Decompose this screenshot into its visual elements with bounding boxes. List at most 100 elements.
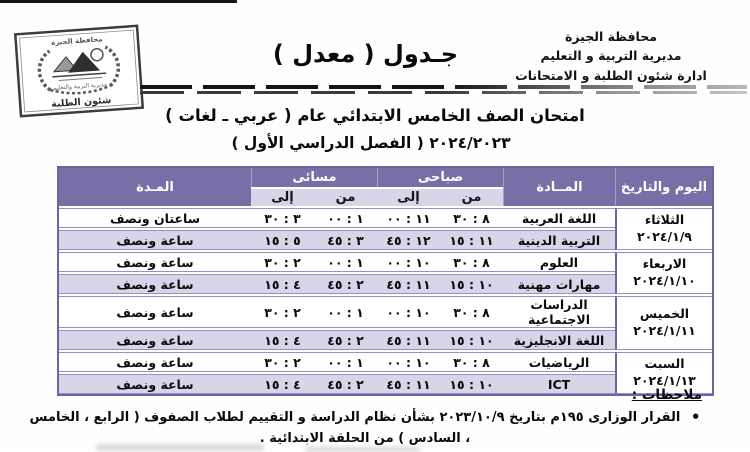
morning-to-cell: ١٠ : ٠٠ bbox=[377, 296, 440, 328]
evening-from-cell: ٢ : ٤٥ bbox=[314, 330, 377, 350]
table-row: التربية الدينية ١١ : ١٥ ١٢ : ٤٥ ٣ : ٤٥ ٥ : ١… bbox=[59, 230, 712, 250]
duration-cell: ساعتان ونصف bbox=[59, 208, 251, 228]
day-date: ٢٠٢٤/١/١١ bbox=[633, 323, 696, 338]
morning-from-cell: ١٠ : ١٥ bbox=[440, 330, 503, 350]
cutoff-content-smudge bbox=[96, 444, 264, 451]
duration-cell: ساعة ونصف bbox=[59, 252, 251, 272]
note-text-pre: القرار الوزارى ١٩٥م بتاريخ bbox=[509, 410, 681, 425]
org-line-directorate: مديرية التربية و التعليم bbox=[540, 48, 682, 64]
evening-from-cell: ١ : ٠٠ bbox=[314, 352, 377, 372]
evening-from-cell: ١ : ٠٠ bbox=[314, 208, 377, 228]
day-name: السبت bbox=[644, 356, 685, 372]
stamp-middle-text: مديرية التربية والتعليم bbox=[53, 81, 108, 92]
evening-from-cell: ١ : ٠٠ bbox=[314, 252, 377, 272]
subject-cell: ICT bbox=[503, 374, 615, 394]
table-row: الثلاثاء ٢٠٢٤/١/٩ اللغة العربية ٨ : ٣٠ ١١ : … bbox=[59, 208, 712, 250]
scan-artifact-bar bbox=[0, 0, 237, 3]
day-cell: السبت ٢٠٢٤/١/١٣ bbox=[615, 352, 712, 394]
table-row: ICT ١٠ : ١٥ ١١ : ٤٥ ٢ : ٤٥ ٤ : ١٥ ساعة ونصف bbox=[59, 374, 712, 394]
subject-cell: الدراسات الاجتماعية bbox=[503, 296, 615, 328]
morning-from-cell: ٨ : ٣٠ bbox=[440, 296, 503, 328]
morning-from-cell: ١١ : ١٥ bbox=[440, 230, 503, 250]
col-header-subject: المــادة bbox=[503, 168, 615, 206]
morning-from-cell: ٨ : ٣٠ bbox=[440, 252, 503, 272]
subcol-evening-to: إلى bbox=[250, 189, 314, 206]
evening-to-cell: ٥ : ١٥ bbox=[250, 230, 314, 250]
evening-from-cell: ٢ : ٤٥ bbox=[314, 374, 377, 394]
duration-cell: ساعة ونصف bbox=[59, 230, 251, 250]
morning-to-cell: ١١ : ٤٥ bbox=[377, 374, 440, 394]
morning-from-cell: ١٠ : ١٥ bbox=[440, 274, 503, 294]
evening-from-cell: ١ : ٠٠ bbox=[314, 296, 377, 328]
evening-to-cell: ٣ : ٣٠ bbox=[250, 208, 314, 228]
org-line-governorate: محافظة الجيزة bbox=[565, 29, 657, 44]
exam-title: امتحان الصف الخامس الابتدائي عام ( عربي … bbox=[165, 106, 585, 125]
table-row: الاربعاء ٢٠٢٤/١/١٠ العلوم ٨ : ٣٠ ١٠ : ٠٠ ١ : … bbox=[59, 252, 712, 294]
day-cell: الثلاثاء ٢٠٢٤/١/٩ bbox=[615, 208, 712, 250]
evening-to-cell: ٢ : ٣٠ bbox=[250, 296, 314, 328]
stamp-bottom-text: شئون الطلبة bbox=[51, 95, 112, 110]
note-text-post: بشأن نظام الدراسة و التقييم لطلاب الصفوف… bbox=[29, 410, 471, 447]
subject-cell: التربية الدينية bbox=[503, 230, 615, 250]
duration-cell: ساعة ونصف bbox=[59, 296, 251, 328]
semester-subtitle: ٢٠٢٤/٢٠٢٣ ( الفصل الدراسي الأول ) bbox=[0, 134, 750, 152]
col-header-morning: صباحى bbox=[377, 168, 503, 187]
morning-to-cell: ١٠ : ٠٠ bbox=[377, 352, 440, 372]
stamp-emblem-icon: محافظة الجيزة مديرية التربية والتعليم شئ… bbox=[13, 24, 145, 118]
day-name: الخميس bbox=[639, 306, 690, 322]
official-stamp: محافظة الجيزة مديرية التربية والتعليم شئ… bbox=[13, 24, 145, 119]
day-cell: الاربعاء ٢٠٢٤/١/١٠ bbox=[615, 252, 712, 294]
col-header-evening: مسائى bbox=[250, 168, 377, 187]
table-row: مهارات مهنية ١٠ : ١٥ ١١ : ٤٥ ٢ : ٤٥ ٤ : ١٥ سا… bbox=[59, 274, 712, 294]
evening-from-cell: ٣ : ٤٥ bbox=[314, 230, 377, 250]
day-cell: الخميس ٢٠٢٤/١/١١ bbox=[615, 296, 712, 350]
col-header-duration: المـدة bbox=[59, 168, 251, 206]
notes-section: ملاحظات : • القرار الوزارى ١٩٥م بتاريخ ٢… bbox=[28, 387, 702, 449]
table-row: الخميس ٢٠٢٤/١/١١ الدراسات الاجتماعية ٨ : ٣٠… bbox=[59, 296, 712, 350]
dashed-separator bbox=[140, 85, 747, 96]
stamp-top-text: محافظة الجيزة bbox=[51, 35, 103, 47]
day-date: ٢٠٢٤/١/٩ bbox=[637, 229, 692, 244]
day-date: ٢٠٢٤/١/١٣ bbox=[633, 373, 696, 388]
duration-cell: ساعة ونصف bbox=[59, 274, 251, 294]
day-name: الثلاثاء bbox=[644, 212, 685, 228]
morning-from-cell: ١٠ : ١٥ bbox=[440, 374, 503, 394]
morning-to-cell: ١١ : ٠٠ bbox=[377, 208, 440, 228]
schedule-table-container: اليوم والتاريخ المــادة صباحى مسائى المـ… bbox=[57, 166, 714, 396]
academic-years: ٢٠٢٤/٢٠٢٣ bbox=[429, 134, 511, 152]
evening-to-cell: ٤ : ١٥ bbox=[250, 274, 314, 294]
duration-cell: ساعة ونصف bbox=[59, 352, 251, 372]
subject-cell: الرياضيات bbox=[503, 352, 615, 372]
modified-schedule-banner: جـدول ( معدل ) bbox=[272, 40, 459, 68]
evening-from-cell: ٢ : ٤٥ bbox=[314, 274, 377, 294]
subcol-morning-to: إلى bbox=[377, 189, 440, 206]
subject-cell: العلوم bbox=[503, 252, 615, 272]
bullet-icon: • bbox=[690, 408, 701, 426]
organization-header: محافظة الجيزة مديرية التربية و التعليم ا… bbox=[482, 27, 740, 85]
morning-to-cell: ١٢ : ٤٥ bbox=[377, 230, 440, 250]
subject-cell: مهارات مهنية bbox=[503, 274, 615, 294]
note-decree-date: ٢٠٢٣/١٠/٩ bbox=[439, 410, 505, 425]
morning-from-cell: ٨ : ٣٠ bbox=[440, 352, 503, 372]
day-name: الاربعاء bbox=[642, 256, 687, 272]
morning-to-cell: ١١ : ٤٥ bbox=[377, 274, 440, 294]
subject-cell: اللغة الانجليزية bbox=[503, 330, 615, 350]
duration-cell: ساعة ونصف bbox=[59, 374, 251, 394]
subcol-evening-from: من bbox=[314, 189, 377, 206]
evening-to-cell: ٤ : ١٥ bbox=[250, 330, 314, 350]
header-row-main: اليوم والتاريخ المــادة صباحى مسائى المـ… bbox=[59, 168, 712, 206]
evening-to-cell: ٤ : ١٥ bbox=[250, 374, 314, 394]
table-row: السبت ٢٠٢٤/١/١٣ الرياضيات ٨ : ٣٠ ١٠ : ٠٠ ١ : … bbox=[59, 352, 712, 394]
semester-label: ( الفصل الدراسي الأول ) bbox=[231, 134, 424, 152]
morning-to-cell: ١١ : ٤٥ bbox=[377, 330, 440, 350]
schedule-body: الثلاثاء ٢٠٢٤/١/٩ اللغة العربية ٨ : ٣٠ ١١ : … bbox=[59, 208, 712, 394]
day-date: ٢٠٢٤/١/١٠ bbox=[633, 273, 696, 288]
col-header-day: اليوم والتاريخ bbox=[615, 168, 712, 206]
morning-from-cell: ٨ : ٣٠ bbox=[440, 208, 503, 228]
exam-schedule-table: اليوم والتاريخ المــادة صباحى مسائى المـ… bbox=[59, 166, 712, 396]
evening-to-cell: ٢ : ٣٠ bbox=[250, 252, 314, 272]
subject-cell: اللغة العربية bbox=[503, 208, 615, 228]
duration-cell: ساعة ونصف bbox=[59, 330, 251, 350]
note-item-decree: • القرار الوزارى ١٩٥م بتاريخ ٢٠٢٣/١٠/٩ ب… bbox=[28, 406, 702, 449]
